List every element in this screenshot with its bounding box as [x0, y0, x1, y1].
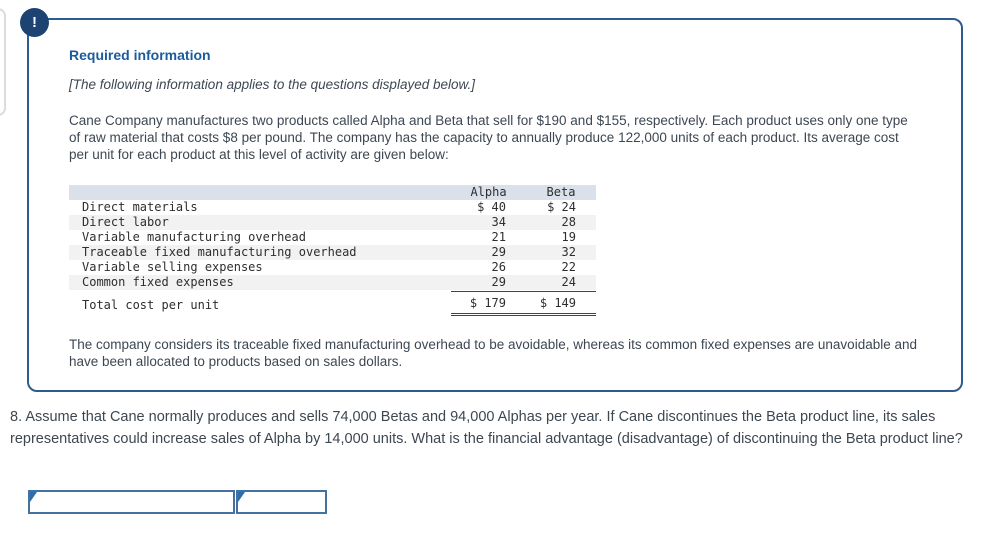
required-information-panel: Required information [The following info… — [27, 18, 963, 392]
beta-value: 19 — [561, 230, 576, 244]
scenario-paragraph: Cane Company manufactures two products c… — [69, 113, 908, 162]
table-row: Direct materials $ 40 $ 24 — [69, 200, 596, 215]
alpha-value: 21 — [491, 230, 506, 244]
answer-label-cell[interactable] — [28, 490, 235, 514]
cost-per-unit-table: Alpha Beta Direct materials $ 40 $ 24 Di… — [69, 185, 596, 316]
adjacent-card-edge — [0, 8, 6, 116]
avoidability-note: The company considers its traceable fixe… — [69, 337, 917, 369]
beta-total: $ 149 — [539, 296, 576, 310]
alpha-value: 34 — [491, 215, 506, 229]
alpha-value: 29 — [491, 275, 506, 289]
exclamation-icon: ! — [32, 14, 37, 31]
table-row: Variable selling expenses 26 22 — [69, 260, 596, 275]
table-row: Direct labor 34 28 — [69, 215, 596, 230]
answer-area — [28, 490, 327, 514]
beta-value: 28 — [561, 215, 576, 229]
question-8-text: 8. Assume that Cane normally produces an… — [10, 409, 963, 447]
cell-flag-icon — [30, 492, 37, 502]
total-label: Total cost per unit — [82, 298, 220, 312]
column-header-alpha: Alpha — [470, 185, 507, 199]
table-header-spacer — [69, 185, 451, 200]
panel-title: Required information — [69, 47, 211, 63]
beta-value: $ 24 — [547, 200, 576, 214]
required-info-alert-icon: ! — [20, 8, 49, 37]
beta-value: 22 — [561, 260, 576, 274]
answer-amount-input[interactable] — [246, 492, 327, 514]
row-label: Traceable fixed manufacturing overhead — [82, 245, 357, 259]
alpha-total: $ 179 — [469, 296, 506, 310]
column-header-beta: Beta — [546, 185, 576, 199]
beta-value: 24 — [561, 275, 576, 289]
table-row: Traceable fixed manufacturing overhead 2… — [69, 245, 596, 260]
alpha-value: 26 — [491, 260, 506, 274]
panel-note: [The following information applies to th… — [69, 77, 475, 92]
row-label: Direct labor — [82, 215, 169, 229]
cell-flag-icon — [238, 492, 245, 502]
row-label: Variable selling expenses — [82, 260, 263, 274]
row-label: Variable manufacturing overhead — [82, 230, 306, 244]
beta-value: 32 — [561, 245, 576, 259]
alpha-value: $ 40 — [477, 200, 506, 214]
table-total-row: Total cost per unit $ 179 $ 149 — [69, 291, 596, 316]
row-label: Direct materials — [82, 200, 198, 214]
table-row: Common fixed expenses 29 24 — [69, 275, 596, 290]
table-row: Variable manufacturing overhead 21 19 — [69, 230, 596, 245]
row-label: Common fixed expenses — [82, 275, 234, 289]
total-values: $ 179 $ 149 — [451, 291, 596, 316]
answer-amount-cell[interactable] — [236, 490, 327, 514]
answer-label-input[interactable] — [38, 492, 235, 514]
table-header-row: Alpha Beta — [69, 185, 596, 200]
alpha-value: 29 — [491, 245, 506, 259]
